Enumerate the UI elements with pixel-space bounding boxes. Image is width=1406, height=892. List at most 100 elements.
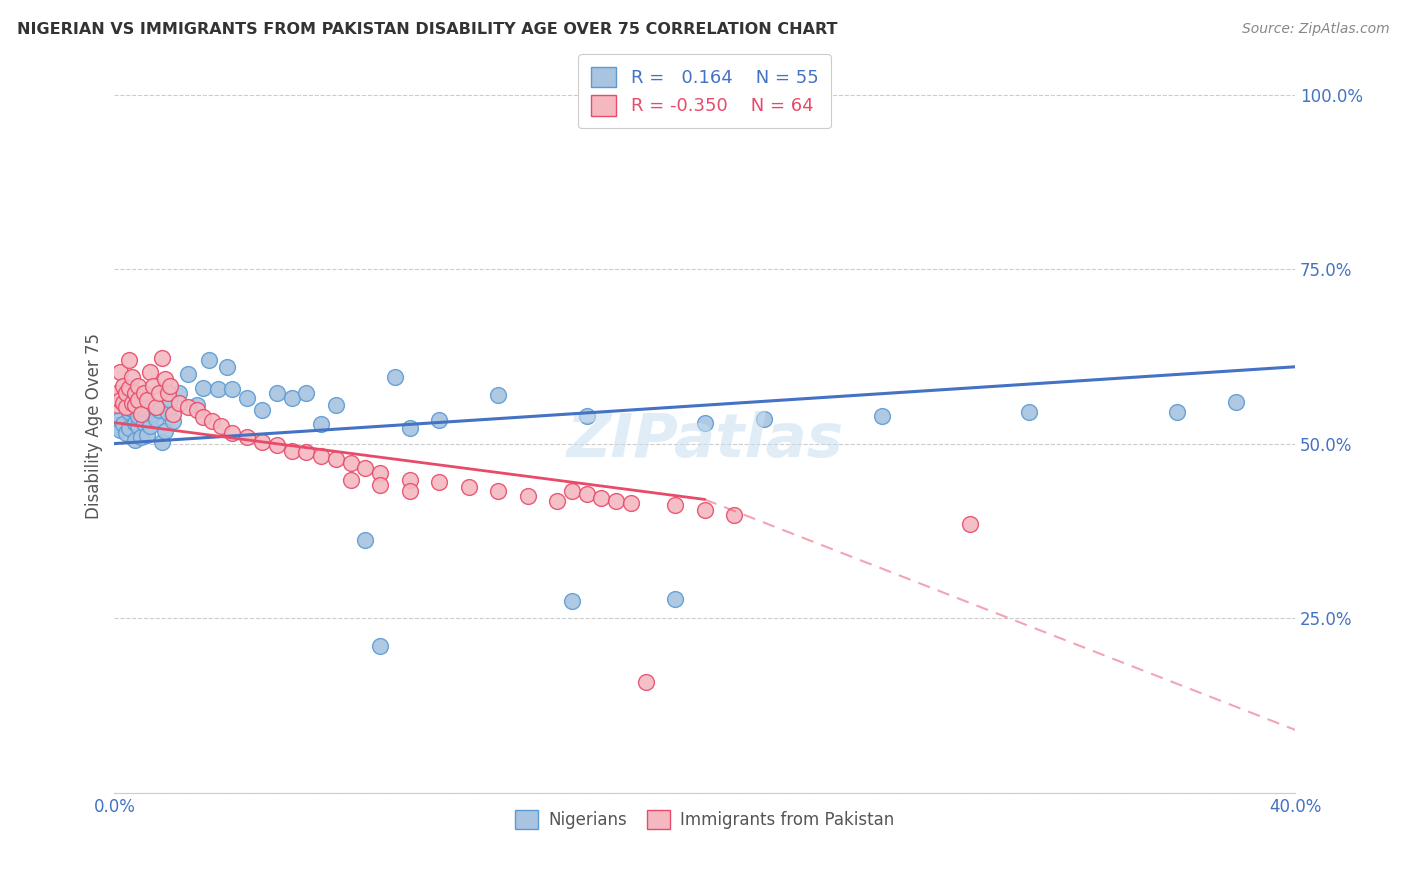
Point — [150, 351, 173, 366]
Point — [693, 416, 716, 430]
Point — [118, 381, 141, 395]
Point — [139, 419, 162, 434]
Point — [295, 386, 318, 401]
Point — [115, 401, 138, 415]
Point — [546, 493, 568, 508]
Point — [105, 417, 128, 432]
Point — [1166, 405, 1188, 419]
Legend: Nigerians, Immigrants from Pakistan: Nigerians, Immigrants from Pakistan — [508, 803, 901, 836]
Point — [153, 372, 176, 386]
Point — [1225, 394, 1247, 409]
Point — [135, 393, 157, 408]
Point — [142, 379, 165, 393]
Point — [110, 365, 132, 379]
Point — [121, 370, 143, 384]
Point — [664, 591, 686, 606]
Point — [148, 403, 170, 417]
Point — [266, 386, 288, 401]
Point — [162, 414, 184, 428]
Point — [309, 417, 332, 431]
Point — [110, 423, 132, 437]
Point — [221, 426, 243, 441]
Point — [605, 493, 627, 508]
Point — [457, 480, 479, 494]
Point — [121, 401, 143, 416]
Point — [169, 396, 191, 410]
Point — [110, 412, 132, 426]
Point — [159, 379, 181, 393]
Point — [186, 403, 208, 417]
Point — [105, 386, 128, 401]
Point — [112, 417, 135, 431]
Point — [398, 473, 420, 487]
Point — [486, 388, 509, 402]
Point — [121, 396, 143, 410]
Point — [191, 410, 214, 425]
Point — [132, 403, 155, 417]
Point — [132, 386, 155, 401]
Point — [207, 382, 229, 396]
Point — [280, 391, 302, 405]
Point — [309, 449, 332, 463]
Point — [959, 516, 981, 531]
Point — [132, 416, 155, 430]
Point — [156, 406, 179, 420]
Point — [159, 393, 181, 408]
Point — [1018, 405, 1040, 419]
Point — [115, 426, 138, 441]
Point — [591, 491, 613, 505]
Point — [398, 484, 420, 499]
Point — [145, 412, 167, 426]
Point — [177, 401, 200, 415]
Point — [561, 484, 583, 499]
Point — [209, 419, 232, 434]
Point — [398, 421, 420, 435]
Point — [153, 424, 176, 438]
Point — [427, 413, 450, 427]
Point — [124, 433, 146, 447]
Point — [148, 386, 170, 401]
Point — [384, 370, 406, 384]
Point — [427, 475, 450, 489]
Point — [142, 407, 165, 421]
Point — [201, 414, 224, 428]
Point — [575, 409, 598, 423]
Point — [124, 386, 146, 401]
Point — [266, 438, 288, 452]
Point — [191, 381, 214, 395]
Point — [634, 675, 657, 690]
Point — [105, 398, 128, 412]
Point — [177, 367, 200, 381]
Point — [575, 487, 598, 501]
Point — [250, 435, 273, 450]
Point — [354, 461, 377, 475]
Text: Source: ZipAtlas.com: Source: ZipAtlas.com — [1241, 22, 1389, 37]
Point — [236, 391, 259, 405]
Point — [135, 428, 157, 442]
Point — [118, 352, 141, 367]
Point — [339, 473, 361, 487]
Point — [124, 398, 146, 412]
Point — [112, 379, 135, 393]
Point — [127, 409, 149, 423]
Point — [129, 407, 152, 421]
Point — [723, 508, 745, 522]
Point — [127, 393, 149, 408]
Point — [295, 445, 318, 459]
Point — [150, 435, 173, 450]
Point — [516, 489, 538, 503]
Point — [752, 412, 775, 426]
Point — [620, 496, 643, 510]
Point — [110, 393, 132, 408]
Point — [169, 386, 191, 401]
Point — [145, 401, 167, 415]
Point — [368, 639, 391, 653]
Point — [127, 419, 149, 434]
Point — [118, 405, 141, 419]
Point — [368, 478, 391, 492]
Point — [693, 503, 716, 517]
Text: NIGERIAN VS IMMIGRANTS FROM PAKISTAN DISABILITY AGE OVER 75 CORRELATION CHART: NIGERIAN VS IMMIGRANTS FROM PAKISTAN DIS… — [17, 22, 838, 37]
Point — [186, 398, 208, 412]
Point — [112, 396, 135, 410]
Point — [162, 407, 184, 421]
